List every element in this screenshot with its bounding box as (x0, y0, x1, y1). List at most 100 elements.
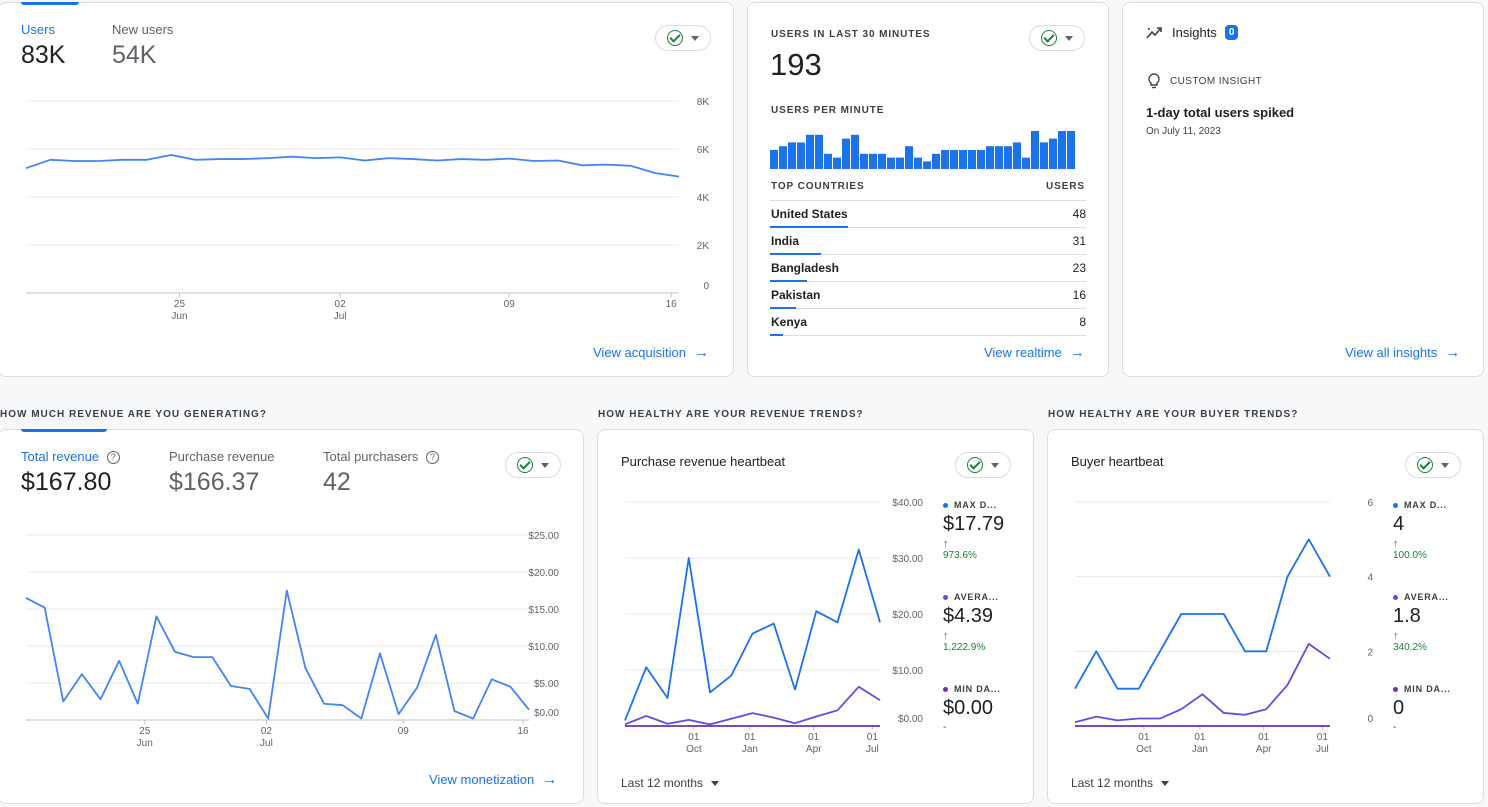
country-row[interactable]: Kenya 8 (770, 309, 1086, 336)
legend-label-row: MIN DA... (943, 684, 1001, 694)
bar (869, 153, 877, 169)
comparison-button[interactable] (955, 452, 1011, 478)
tab-total-purchasers[interactable]: Total purchasers ? 42 (323, 449, 440, 497)
tab-new-users[interactable]: New users 54K (112, 22, 173, 70)
series-line (624, 548, 881, 721)
comparison-button[interactable] (1029, 25, 1085, 51)
view-all-insights-link[interactable]: View all insights → (1345, 345, 1460, 360)
insights-header: Insights 0 (1146, 25, 1239, 40)
y-tick-label: $10.00 (892, 666, 923, 677)
x-tick-month-label: Jul (1316, 744, 1329, 755)
country-row[interactable]: United States 48 (770, 201, 1086, 228)
insights-badge: 0 (1224, 25, 1239, 40)
bar (1040, 142, 1048, 169)
trending-icon (1146, 26, 1162, 39)
caret-down-icon (711, 780, 720, 786)
comparison-button[interactable] (505, 452, 561, 478)
tab-label: New users (112, 22, 174, 37)
check-circle-icon (517, 457, 533, 473)
x-tick-label: 09 (504, 299, 516, 310)
x-tick-label: 02 (261, 726, 273, 737)
x-tick-month-label: Jun (171, 311, 187, 322)
card-title: Purchase revenue heartbeat (621, 454, 786, 469)
buyer-heartbeat-card: Buyer heartbeat 6 4 2 0 01 Oct 01 Jan 01 Apr 01 Jul… (1047, 429, 1484, 804)
legend-dot-icon (943, 595, 948, 601)
x-tick-label: 16 (517, 726, 529, 737)
bar (878, 153, 886, 169)
legend-label-row: AVERA... (1393, 592, 1449, 602)
x-tick-label: 25 (174, 299, 186, 310)
x-tick-label: 01 (744, 732, 756, 743)
legend-change: - (1393, 722, 1397, 733)
y-tick-label: $0.00 (534, 708, 559, 719)
y-tick-label: 4 (1367, 573, 1373, 584)
y-tick-label: $25.00 (528, 531, 559, 542)
legend-change: 1,222.9% (943, 642, 986, 653)
bar (887, 157, 895, 169)
legend-label: AVERA... (954, 592, 999, 602)
y-tick-label: $15.00 (528, 605, 559, 616)
country-row[interactable]: India 31 (770, 228, 1086, 255)
bar (905, 146, 913, 169)
legend-label-row: MAX D... (1393, 500, 1447, 510)
view-acquisition-link[interactable]: View acquisition → (593, 345, 709, 360)
bar (1058, 131, 1066, 169)
y-tick-label: 2K (697, 241, 710, 252)
tab-users[interactable]: Users 83K (21, 22, 65, 70)
y-tick-label: $40.00 (892, 498, 923, 509)
bar (788, 142, 796, 169)
y-tick-label: $20.00 (892, 610, 923, 621)
bar (815, 134, 823, 169)
view-realtime-link[interactable]: View realtime → (984, 345, 1085, 360)
tab-label: Total purchasers (323, 449, 419, 464)
bar (977, 150, 985, 169)
y-tick-label: $10.00 (528, 642, 559, 653)
country-row[interactable]: Pakistan 16 (770, 282, 1086, 309)
lightbulb-icon (1148, 73, 1160, 89)
bar (941, 150, 949, 169)
active-tab-indicator (21, 2, 79, 5)
legend-change: 100.0% (1393, 550, 1427, 561)
tab-value: 83K (21, 41, 66, 69)
series-line (25, 154, 680, 178)
help-icon[interactable]: ? (426, 451, 440, 465)
series-line (1074, 642, 1331, 724)
y-tick-label: $5.00 (534, 679, 559, 690)
check-circle-icon (1041, 30, 1057, 46)
caret-down-icon (1065, 35, 1073, 41)
series-line (624, 685, 881, 726)
check-circle-icon (667, 30, 683, 46)
view-monetization-link[interactable]: View monetization → (429, 772, 557, 787)
y-tick-label: 0 (1367, 714, 1373, 725)
tab-purchase-revenue[interactable]: Purchase revenue $166.37 (169, 449, 275, 497)
date-range-dropdown[interactable]: Last 12 months (621, 776, 720, 790)
realtime-title: USERS IN LAST 30 MINUTES (771, 29, 931, 40)
x-tick-label: 01 (1317, 732, 1329, 743)
y-tick-label: $0.00 (898, 714, 923, 725)
bar (842, 138, 850, 169)
link-label: View realtime (984, 345, 1062, 360)
bar (959, 150, 967, 169)
comparison-button[interactable] (1405, 452, 1461, 478)
x-tick-label: 01 (688, 732, 700, 743)
legend-label: MIN DA... (954, 684, 1001, 694)
acquisition-card: Users 83K New users 54K 8K 6K 4K 2K 0 25 Jun 02… (0, 2, 734, 377)
y-tick-label: $30.00 (892, 554, 923, 565)
bar (914, 157, 922, 169)
legend-dot-icon (1393, 595, 1398, 601)
bar (851, 134, 859, 169)
x-tick-month-label: Jul (866, 744, 879, 755)
x-tick-month-label: Apr (1256, 744, 1272, 755)
insight-headline[interactable]: 1-day total users spiked (1146, 105, 1295, 120)
comparison-button[interactable] (655, 25, 711, 51)
legend-label: AVERA... (1404, 592, 1449, 602)
arrow-right-icon: → (1445, 344, 1461, 361)
custom-insight-row: CUSTOM INSIGHT (1148, 73, 1262, 89)
help-icon[interactable]: ? (106, 451, 120, 465)
tab-total-revenue[interactable]: Total revenue ? $167.80 (21, 449, 120, 497)
date-range-dropdown[interactable]: Last 12 months (1071, 776, 1170, 790)
insights-title: Insights (1172, 25, 1217, 40)
country-row[interactable]: Bangladesh 23 (770, 255, 1086, 282)
